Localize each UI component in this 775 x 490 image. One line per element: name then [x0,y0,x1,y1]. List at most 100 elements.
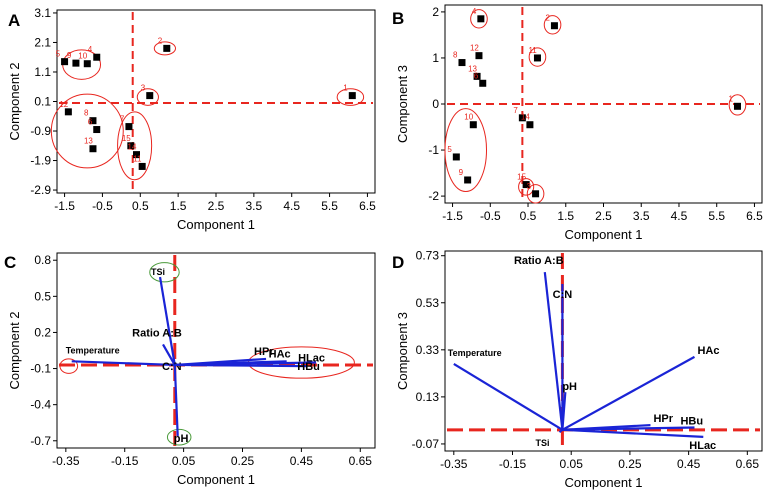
loading-vector [562,428,704,438]
y-tick-label: 0.33 [416,343,440,357]
data-point [89,117,97,125]
x-tick-label: 3.5 [246,199,263,213]
point-label: 2 [158,36,163,45]
cluster-ellipse [470,9,488,29]
point-label: 3 [141,84,146,93]
panel-c: C -0.35 -0.15 0.05 0.25 0.45 0.65 0.8 0.5 0.2 -0.1… [4,252,376,487]
x-tick-label: -1.5 [54,199,75,213]
point-label: 12 [470,44,479,53]
y-tick-label: 0 [432,97,439,111]
point-label: 6 [88,118,93,127]
x-tick-label: 2.5 [595,209,612,223]
vector-label: HBu [680,415,703,427]
x-tick-label: -0.15 [499,457,527,471]
point-label: 7 [513,106,518,115]
data-point [89,145,97,153]
cluster-ellipse [149,262,180,283]
cluster-ellipse [528,47,547,67]
cluster-ellipse [59,358,79,374]
y-axis-label: Component 2 [7,311,22,389]
cluster-ellipse [518,178,535,196]
x-tick-label: 0.5 [132,199,149,213]
loading-vector [173,364,179,437]
data-point [64,108,72,116]
point-label: 1 [343,84,348,93]
x-tick-label: 0.05 [560,457,584,471]
x-tick-label: 5.5 [321,199,338,213]
data-point [93,126,101,134]
point-label: 5 [447,145,452,154]
x-axis-label: Component 1 [564,227,642,242]
loading-vector [561,392,567,430]
vector-label: Temperature [66,345,120,355]
y-axis-label: Component 3 [395,65,410,143]
x-tick-label: 1.5 [557,209,574,223]
y-tick-label: 1 [432,51,439,65]
vector-label: HPr [254,346,274,358]
vector-label: Ratio A:B [132,327,182,339]
y-tick-label: -0.1 [30,362,51,376]
point-label: 15 [517,173,526,182]
x-tick-label: -0.5 [92,199,113,213]
y-tick-label: 3.1 [34,6,51,20]
y-tick-label: 0.53 [416,296,440,310]
x-tick-label: 6.5 [746,209,763,223]
x-tick-label: 6.5 [359,199,376,213]
x-tick-label: 0.05 [172,454,196,468]
y-tick-label: 0.1 [34,95,51,109]
plot-frame [56,9,376,194]
loading-vector [71,360,175,367]
x-tick-label: -0.15 [111,454,139,468]
loading-vector [561,355,696,431]
x-tick-label: 0.25 [618,457,642,471]
data-point [127,142,135,150]
data-point [146,92,154,100]
cluster-ellipse [136,88,159,106]
vector-label: Temperature [448,348,502,358]
point-label: 15 [122,134,131,143]
cluster-ellipse [526,184,545,204]
point-label: 14 [128,143,137,152]
x-tick-label: 0.5 [520,209,537,223]
x-tick-label: 2.5 [208,199,225,213]
vector-label: HPr [653,413,673,425]
panel-d: D -0.35 -0.15 0.05 0.25 0.45 0.65 0.73 0.53 0.33 0… [392,249,763,490]
y-axis-label: Component 3 [395,312,410,390]
vector-label: Ratio A:B [514,255,564,267]
data-point [348,92,356,100]
panel-letter: A [8,11,20,30]
y-tick-label: -0.7 [30,434,51,448]
x-axis-label: Component 1 [177,472,255,487]
y-tick-label: -0.07 [412,437,440,451]
x-tick-label: -0.35 [52,454,80,468]
data-point [479,79,487,87]
vector-label: pH [174,433,189,445]
point-label: 7 [120,115,125,124]
vector-label: TSi [151,267,165,277]
data-point [83,60,91,68]
point-label: 8 [453,51,458,60]
x-axis-label: Component 1 [564,475,642,490]
vector-label: HLac [689,440,716,452]
cluster-ellipse [166,428,192,446]
point-label: 13 [468,64,477,73]
point-label: 10 [464,113,473,122]
data-point [72,59,80,67]
y-axis-label: Component 2 [7,62,22,140]
point-label: 13 [84,137,93,146]
vector-label: C:N [162,361,182,373]
data-point [464,176,472,184]
y-tick-label: -2.9 [30,183,51,197]
vector-label: TSi [535,438,549,448]
data-point [469,121,477,129]
data-point [733,102,741,110]
point-label: 4 [88,45,93,54]
cluster-ellipse [444,108,488,192]
x-tick-label: -0.5 [480,209,501,223]
data-point [133,151,140,159]
x-tick-label: -1.5 [442,209,463,223]
y-tick-label: -1 [428,143,439,157]
x-tick-label: 3.5 [633,209,650,223]
x-tick-label: 0.45 [677,457,701,471]
